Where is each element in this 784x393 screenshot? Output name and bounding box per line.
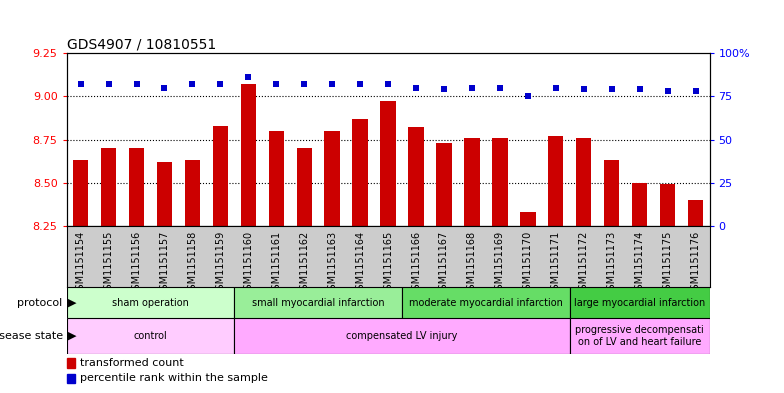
- Text: GSM1151163: GSM1151163: [327, 231, 337, 296]
- Point: [521, 93, 534, 99]
- Bar: [604, 160, 619, 226]
- Bar: [325, 131, 340, 226]
- Bar: [520, 212, 535, 226]
- Point: [242, 74, 255, 81]
- Text: GSM1151172: GSM1151172: [579, 231, 589, 296]
- Text: GSM1151174: GSM1151174: [634, 231, 644, 296]
- Bar: [234, 287, 402, 318]
- Text: GSM1151161: GSM1151161: [271, 231, 281, 296]
- Bar: [570, 287, 710, 318]
- Point: [214, 81, 227, 87]
- Bar: [408, 127, 423, 226]
- Point: [102, 81, 114, 87]
- Bar: [492, 138, 507, 226]
- Text: GSM1151159: GSM1151159: [216, 231, 225, 296]
- Bar: [129, 148, 144, 226]
- Text: ▶: ▶: [68, 298, 77, 308]
- Bar: [464, 138, 480, 226]
- Text: GSM1151175: GSM1151175: [662, 231, 673, 296]
- Text: compensated LV injury: compensated LV injury: [347, 331, 458, 341]
- Text: GSM1151165: GSM1151165: [383, 231, 393, 296]
- Bar: [632, 183, 648, 226]
- Text: GSM1151167: GSM1151167: [439, 231, 449, 296]
- Text: GDS4907 / 10810551: GDS4907 / 10810551: [67, 38, 216, 52]
- Text: GSM1151164: GSM1151164: [355, 231, 365, 296]
- Point: [186, 81, 198, 87]
- Text: protocol: protocol: [17, 298, 63, 308]
- Bar: [234, 318, 570, 354]
- Bar: [212, 126, 228, 226]
- Bar: [185, 160, 200, 226]
- Bar: [67, 318, 234, 354]
- Text: progressive decompensati
on of LV and heart failure: progressive decompensati on of LV and he…: [575, 325, 704, 347]
- Point: [466, 84, 478, 91]
- Point: [633, 86, 646, 92]
- Bar: [576, 138, 591, 226]
- Bar: [241, 84, 256, 226]
- Text: sham operation: sham operation: [112, 298, 189, 308]
- Point: [689, 88, 702, 94]
- Bar: [157, 162, 172, 226]
- Text: percentile rank within the sample: percentile rank within the sample: [80, 373, 268, 384]
- Text: GSM1151173: GSM1151173: [607, 231, 617, 296]
- Point: [494, 84, 506, 91]
- Point: [74, 81, 87, 87]
- Text: ▶: ▶: [68, 331, 77, 341]
- Text: GSM1151158: GSM1151158: [187, 231, 198, 296]
- Text: GSM1151168: GSM1151168: [467, 231, 477, 296]
- Point: [270, 81, 282, 87]
- Bar: [548, 136, 564, 226]
- Bar: [67, 358, 75, 368]
- Bar: [67, 374, 75, 383]
- Text: GSM1151176: GSM1151176: [691, 231, 701, 296]
- Text: disease state: disease state: [0, 331, 63, 341]
- Text: GSM1151160: GSM1151160: [243, 231, 253, 296]
- Bar: [296, 148, 312, 226]
- Bar: [380, 101, 396, 226]
- Bar: [436, 143, 452, 226]
- Text: control: control: [133, 331, 167, 341]
- Bar: [269, 131, 284, 226]
- Point: [410, 84, 423, 91]
- Text: large myocardial infarction: large myocardial infarction: [574, 298, 706, 308]
- Text: GSM1151157: GSM1151157: [159, 231, 169, 296]
- Point: [326, 81, 339, 87]
- Bar: [67, 287, 234, 318]
- Text: small myocardial infarction: small myocardial infarction: [252, 298, 384, 308]
- Point: [437, 86, 450, 92]
- Text: transformed count: transformed count: [80, 358, 184, 368]
- Text: GSM1151169: GSM1151169: [495, 231, 505, 296]
- Text: GSM1151170: GSM1151170: [523, 231, 533, 296]
- Text: GSM1151156: GSM1151156: [132, 231, 142, 296]
- Point: [354, 81, 366, 87]
- Point: [130, 81, 143, 87]
- Text: GSM1151155: GSM1151155: [103, 231, 114, 296]
- Bar: [570, 318, 710, 354]
- Point: [298, 81, 310, 87]
- Text: GSM1151171: GSM1151171: [551, 231, 561, 296]
- Bar: [73, 160, 89, 226]
- Bar: [688, 200, 703, 226]
- Text: GSM1151166: GSM1151166: [411, 231, 421, 296]
- Point: [662, 88, 674, 94]
- Bar: [402, 287, 570, 318]
- Point: [382, 81, 394, 87]
- Point: [550, 84, 562, 91]
- Text: GSM1151154: GSM1151154: [75, 231, 85, 296]
- Point: [578, 86, 590, 92]
- Bar: [660, 184, 675, 226]
- Point: [158, 84, 171, 91]
- Bar: [101, 148, 116, 226]
- Text: moderate myocardial infarction: moderate myocardial infarction: [409, 298, 563, 308]
- Text: GSM1151162: GSM1151162: [299, 231, 309, 296]
- Bar: [353, 119, 368, 226]
- Point: [605, 86, 618, 92]
